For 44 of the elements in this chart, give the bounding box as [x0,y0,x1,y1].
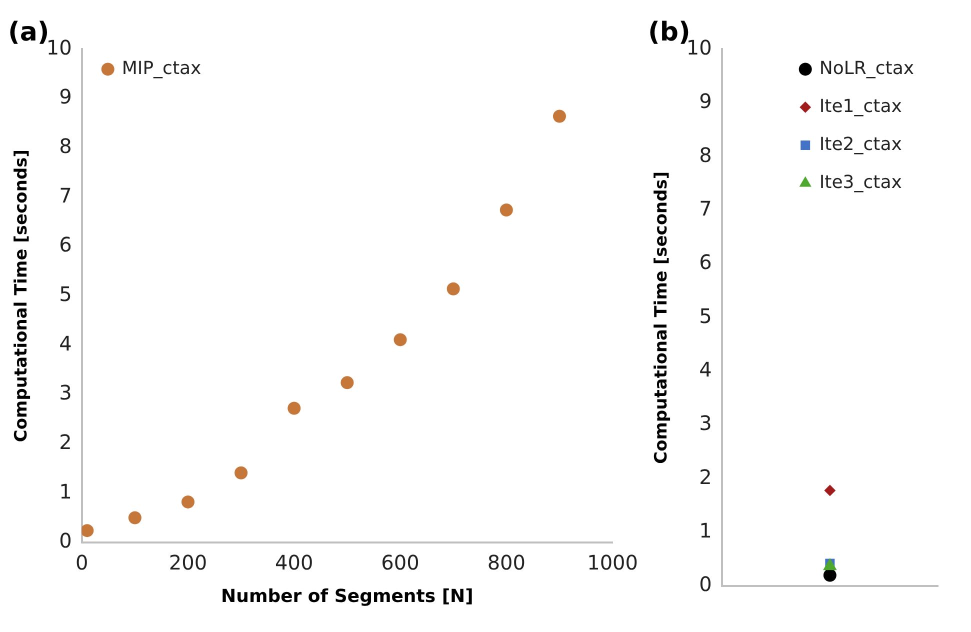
legend-label: Ite2_ctax [819,134,902,155]
y-axis-title: Computational Time [seconds] [652,171,672,464]
point [552,110,566,123]
y-tick-label: 9 [699,89,712,114]
y-tick-label: 3 [699,411,712,436]
legend-label: Ite1_ctax [819,96,902,117]
y-tick-label: 4 [59,331,72,356]
point [288,402,301,415]
y-tick-label: 8 [59,134,72,158]
y-tick-label: 7 [59,183,72,208]
y-tick-label: 3 [59,380,72,405]
x-tick-label: 400 [275,550,314,575]
y-tick-label: 4 [699,357,712,382]
point [128,511,142,524]
y-tick-label: 0 [699,572,712,596]
x-axis-title: Number of Segments [N] [221,586,474,607]
y-tick-label: 7 [699,196,712,220]
point [446,282,460,296]
y-tick-label: 6 [699,250,712,274]
legend-label: NoLR_ctax [819,58,914,79]
y-axis-title: Computational Time [seconds] [12,149,32,442]
x-tick-label: 800 [487,550,526,575]
point [394,333,407,346]
point [82,524,94,538]
y-tick-label: 1 [699,518,712,543]
y-tick-label: 1 [59,479,72,504]
point [181,495,194,508]
point [340,376,354,390]
legend-label: MIP_ctax [122,58,202,79]
y-tick-label: 0 [59,528,72,553]
x-tick-label: 200 [168,550,208,575]
x-tick-label: 600 [381,550,420,575]
y-tick-label: 5 [59,282,72,306]
legend-label: Ite3_ctax [819,172,902,193]
y-tick-label: 5 [699,304,712,328]
y-tick-label: 8 [699,142,712,167]
x-tick-label: 0 [75,550,88,575]
point [500,203,513,216]
y-tick-label: 6 [59,232,72,257]
y-tick-label: 2 [59,430,72,454]
y-tick-label: 2 [699,464,712,489]
y-tick-label: 9 [59,84,72,109]
point [234,466,248,480]
x-tick-label: 1000 [587,550,638,575]
